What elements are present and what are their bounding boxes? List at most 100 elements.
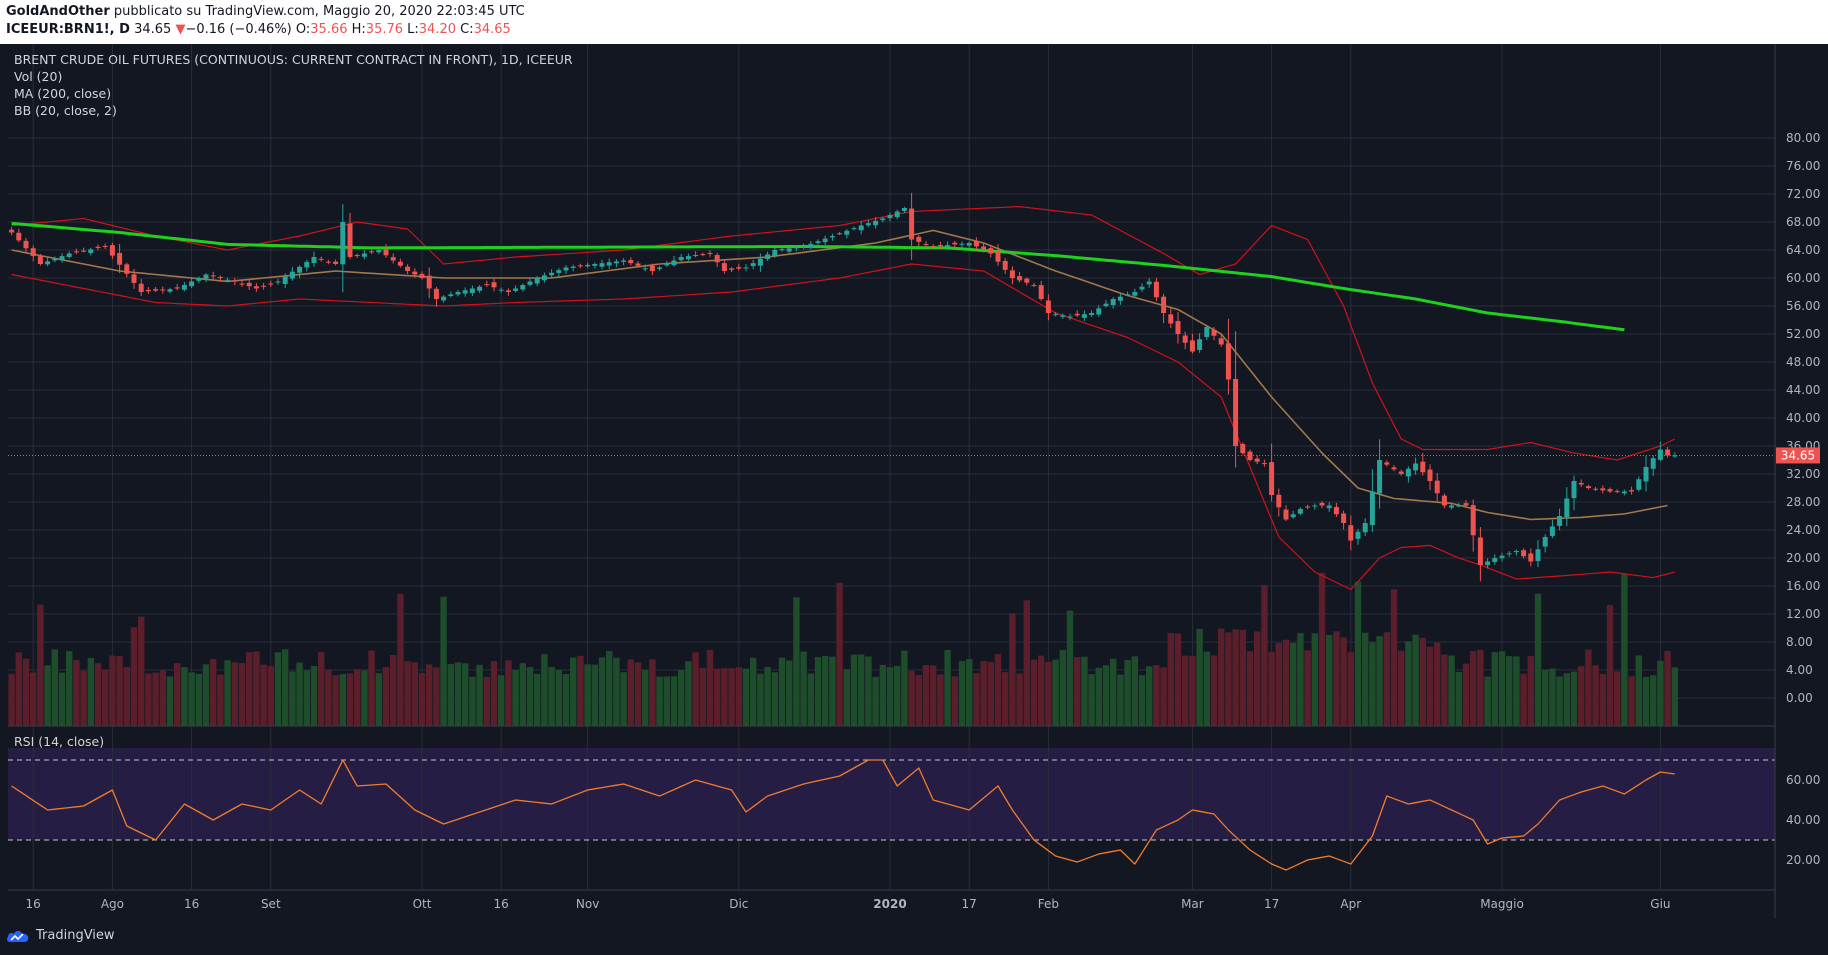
legend-rsi[interactable]: RSI (14, close) bbox=[14, 734, 104, 749]
volume-bar bbox=[1311, 633, 1318, 726]
price-tick-label: 40.00 bbox=[1786, 411, 1820, 425]
candle-body bbox=[649, 265, 655, 271]
candle-body bbox=[1125, 294, 1131, 296]
volume-bar bbox=[332, 675, 339, 726]
bb-lower-line bbox=[11, 263, 1675, 591]
volume-bar bbox=[483, 676, 490, 726]
volume-bar bbox=[354, 669, 361, 726]
volume-bar bbox=[829, 656, 836, 726]
author-name[interactable]: GoldAndOther bbox=[6, 4, 110, 19]
candle-body bbox=[1211, 329, 1217, 336]
time-tick-label: 16 bbox=[494, 897, 509, 911]
volume-bar bbox=[1290, 642, 1297, 726]
candle-body bbox=[1081, 314, 1087, 318]
candle-body bbox=[81, 250, 87, 252]
price-chart[interactable]: 80.00 76.00 72.00 68.00 64.00 60.00 56.00 52.00… bbox=[0, 44, 1828, 918]
volume-bar bbox=[886, 667, 894, 726]
time-axis[interactable]: 16 Ago 16 Set Ott 16 Nov Dic 2020 17 Feb Mar 17 Apr Ma… bbox=[26, 897, 1671, 911]
volume-bar bbox=[721, 668, 728, 726]
candle-body bbox=[361, 253, 367, 257]
volume-bar bbox=[526, 667, 534, 726]
tradingview-logo[interactable]: TradingView bbox=[6, 928, 115, 943]
candle-body bbox=[678, 257, 684, 261]
volume-bar bbox=[930, 665, 937, 726]
volume-bar bbox=[1455, 671, 1462, 726]
price-tick-label: 32.00 bbox=[1786, 467, 1820, 481]
price-tick-label: 20.00 bbox=[1786, 551, 1820, 565]
candle-body bbox=[1024, 278, 1030, 283]
volume-bar bbox=[490, 661, 498, 726]
volume-bar bbox=[433, 667, 440, 726]
candle-body bbox=[721, 263, 727, 271]
volume-bar bbox=[692, 652, 699, 726]
volume-bar bbox=[217, 674, 224, 726]
candle-body bbox=[1650, 458, 1656, 469]
candle-body bbox=[412, 271, 418, 275]
footer: TradingView bbox=[0, 918, 1828, 955]
volume-bar bbox=[382, 667, 390, 726]
volume-bar bbox=[1009, 613, 1016, 726]
candle-body bbox=[196, 278, 202, 281]
time-tick-label: 2020 bbox=[873, 897, 906, 911]
volume-bar bbox=[1642, 676, 1650, 726]
volume-bar bbox=[274, 652, 282, 726]
ohlc-low: 34.20 bbox=[418, 22, 456, 37]
candle-body bbox=[916, 236, 922, 242]
candle-body bbox=[1391, 467, 1397, 470]
candle-body bbox=[131, 274, 137, 283]
price-tick-label: 4.00 bbox=[1786, 663, 1813, 677]
volume-bar bbox=[1628, 676, 1635, 726]
volume-bar bbox=[1297, 633, 1304, 726]
candle-body bbox=[606, 262, 612, 266]
volume-bar bbox=[411, 662, 418, 726]
candle-body bbox=[887, 215, 893, 219]
volume-bar bbox=[15, 652, 22, 726]
price-tick-label: 76.00 bbox=[1786, 159, 1820, 173]
ohlc-close-label: C: bbox=[460, 22, 474, 37]
volume-bar bbox=[73, 660, 80, 726]
legend-ma[interactable]: MA (200, close) bbox=[14, 86, 111, 101]
candle-body bbox=[1600, 488, 1606, 491]
brand-name: TradingView bbox=[36, 928, 115, 943]
candle-body bbox=[484, 284, 490, 286]
price-axis[interactable]: 80.00 76.00 72.00 68.00 64.00 60.00 56.00 52.00… bbox=[1786, 131, 1820, 705]
volume-bar bbox=[606, 650, 613, 726]
volume-bar bbox=[548, 666, 555, 726]
volume-bar bbox=[1405, 641, 1412, 726]
volume-bar bbox=[195, 673, 202, 726]
volume-bar bbox=[922, 664, 930, 726]
legend-bb[interactable]: BB (20, close, 2) bbox=[14, 103, 117, 118]
volume-bar bbox=[577, 655, 584, 726]
volume-bar bbox=[562, 674, 570, 726]
candle-body bbox=[1427, 469, 1433, 481]
volume-bar bbox=[260, 664, 267, 726]
legend-vol[interactable]: Vol (20) bbox=[14, 69, 62, 84]
volume-bar bbox=[1354, 581, 1362, 726]
volume-bar bbox=[771, 672, 778, 726]
volume-bar bbox=[1383, 632, 1390, 726]
volume-bar bbox=[138, 616, 145, 726]
candle-body bbox=[1420, 461, 1426, 473]
candle-body bbox=[1269, 462, 1275, 495]
volume-bar bbox=[894, 665, 901, 726]
candle-body bbox=[153, 289, 159, 291]
candle-body bbox=[1477, 537, 1483, 565]
rsi-line bbox=[11, 759, 1675, 871]
ohlc-open-label: O: bbox=[295, 22, 311, 37]
candle-body bbox=[217, 277, 223, 279]
volume-bar bbox=[390, 654, 397, 726]
candle-body bbox=[1341, 513, 1347, 523]
candle-body bbox=[1326, 505, 1332, 509]
volume-bar bbox=[1210, 655, 1218, 726]
candle-body bbox=[23, 240, 29, 249]
candle-body bbox=[462, 290, 468, 294]
candle-body bbox=[354, 255, 360, 257]
down-arrow-icon: ▼ bbox=[175, 22, 186, 37]
volume-bar bbox=[123, 666, 130, 726]
volume-bar bbox=[418, 673, 426, 726]
volume-bar bbox=[505, 660, 512, 726]
candle-body bbox=[203, 274, 209, 279]
candle-body bbox=[1571, 481, 1577, 499]
volume-bar bbox=[1153, 665, 1160, 726]
candle-body bbox=[1355, 531, 1361, 539]
